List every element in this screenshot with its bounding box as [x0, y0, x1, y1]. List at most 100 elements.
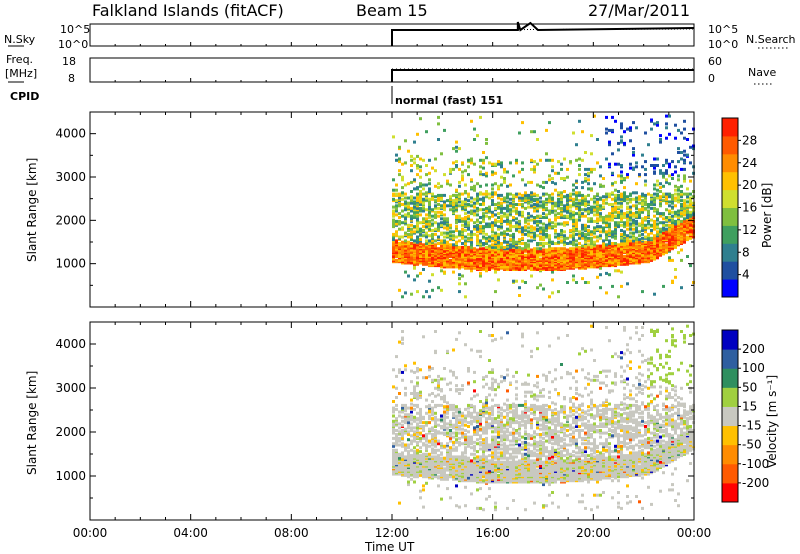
velocity-cell	[410, 410, 413, 414]
power-cell	[509, 243, 512, 247]
velocity-cell	[413, 388, 416, 392]
power-cell	[635, 200, 638, 204]
power-cell	[443, 235, 446, 239]
power-cell	[656, 230, 659, 234]
power-cell	[407, 212, 410, 216]
velocity-cell	[413, 435, 416, 439]
power-cell	[599, 217, 602, 221]
power-cell	[587, 174, 590, 178]
power-cell	[503, 240, 506, 244]
power-cell	[557, 212, 560, 216]
power-cell	[428, 190, 431, 193]
power-cell	[521, 279, 524, 283]
velocity-cell	[428, 455, 431, 459]
power-cell	[413, 140, 416, 144]
power-cell	[566, 252, 569, 256]
power-cell	[404, 216, 407, 219]
power-cell	[620, 232, 623, 236]
power-cell	[569, 247, 572, 251]
velocity-cell	[404, 448, 407, 452]
power-cell	[497, 184, 500, 188]
power-cell	[500, 214, 503, 218]
power-colorbar-segment	[722, 225, 738, 244]
power-cell	[611, 191, 614, 195]
power-cell	[419, 238, 422, 242]
power-colorbar-tick-label: 16	[742, 201, 757, 215]
power-cell	[674, 204, 677, 208]
power-cell	[641, 199, 644, 203]
power-cell	[686, 214, 689, 218]
power-cell	[452, 245, 455, 249]
power-cell	[563, 257, 566, 261]
power-cell	[578, 234, 581, 238]
velocity-cell	[407, 430, 410, 434]
power-cell	[407, 196, 410, 200]
power-cell	[461, 200, 464, 204]
power-cell	[437, 247, 440, 251]
power-cell	[644, 240, 647, 244]
velocity-cell	[416, 454, 419, 458]
power-cell	[395, 199, 398, 203]
velocity-cell	[437, 469, 440, 473]
power-cell	[533, 197, 536, 201]
power-cell	[551, 210, 554, 214]
velocity-cell	[401, 451, 404, 455]
power-ylabel: Slant Range [km]	[25, 158, 39, 262]
power-cell	[683, 174, 686, 178]
power-cell	[509, 192, 512, 196]
power-cell	[638, 230, 641, 234]
power-cell	[518, 248, 521, 252]
power-cell	[425, 183, 428, 187]
power-cell	[578, 230, 581, 234]
power-cell	[527, 180, 530, 184]
power-cell	[401, 214, 404, 218]
power-cell	[503, 177, 506, 180]
power-cell	[548, 226, 551, 230]
power-cell	[494, 213, 497, 217]
power-cell	[434, 195, 437, 199]
power-cell	[656, 123, 659, 127]
power-cell	[572, 213, 575, 217]
power-cell	[578, 218, 581, 222]
power-cell	[512, 239, 515, 243]
power-cell	[665, 192, 668, 196]
power-cell	[446, 179, 449, 183]
power-cell	[584, 177, 587, 180]
power-cell	[584, 235, 587, 239]
power-cell	[494, 218, 497, 222]
power-cell	[659, 227, 662, 231]
power-cell	[587, 200, 590, 204]
power-colorbar-segment	[722, 279, 738, 298]
power-cell	[509, 248, 512, 252]
power-cell	[587, 187, 590, 191]
power-cell	[647, 232, 650, 236]
power-cell	[491, 187, 494, 191]
power-cell	[470, 238, 473, 242]
power-cell	[536, 183, 539, 187]
power-cell	[515, 161, 518, 165]
power-cell	[677, 174, 680, 178]
power-cell	[533, 219, 536, 223]
power-cell	[647, 226, 650, 230]
power-cell	[614, 193, 617, 197]
power-cell	[632, 191, 635, 195]
power-cell	[566, 214, 569, 218]
power-cell	[440, 197, 443, 201]
power-cell	[683, 119, 686, 123]
velocity-ylabel: Slant Range [km]	[25, 371, 39, 475]
power-cell	[524, 191, 527, 195]
power-cell	[515, 217, 518, 221]
power-cell	[482, 251, 485, 255]
power-cell	[419, 175, 422, 179]
power-cell	[515, 256, 518, 260]
power-cell	[515, 192, 518, 196]
power-cell	[548, 234, 551, 238]
power-cell	[563, 247, 566, 251]
velocity-colorbar-label: Velocity [m s⁻¹]	[765, 375, 779, 468]
power-cell	[602, 239, 605, 243]
power-cell	[668, 132, 671, 136]
power-cell	[620, 214, 623, 218]
power-cell	[683, 209, 686, 213]
power-cell	[587, 167, 590, 171]
power-cell	[479, 158, 482, 162]
